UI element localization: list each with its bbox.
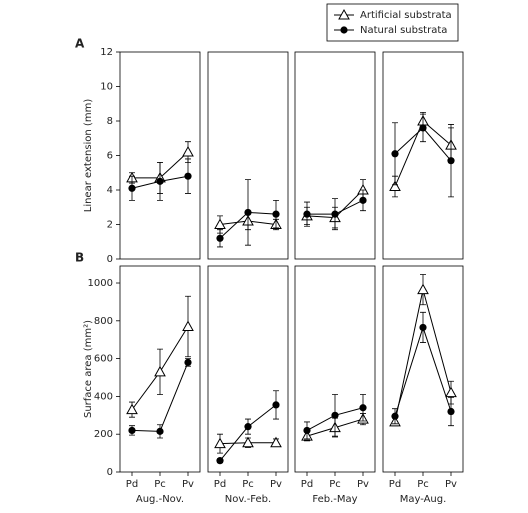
marker xyxy=(214,218,226,229)
y-axis-label: Surface area (mm²) xyxy=(83,320,94,418)
panel-label: A xyxy=(75,37,85,51)
marker xyxy=(303,426,311,435)
marker xyxy=(445,386,457,398)
marker xyxy=(419,124,427,132)
y-tick-label: 600 xyxy=(94,354,113,365)
x-axis-label: May-Aug. xyxy=(400,494,447,505)
y-tick-label: 4 xyxy=(107,185,113,196)
marker xyxy=(154,365,166,377)
y-tick-label: 800 xyxy=(94,316,113,327)
marker xyxy=(214,437,226,449)
marker xyxy=(391,150,399,158)
legend-marker xyxy=(340,26,348,34)
marker xyxy=(156,177,164,185)
legend-marker xyxy=(338,8,350,20)
x-tick-label: Pv xyxy=(270,479,282,490)
marker xyxy=(389,180,401,192)
y-tick-label: 12 xyxy=(100,47,113,58)
x-axis-label: Nov.-Feb. xyxy=(225,494,271,505)
x-tick-label: Pv xyxy=(445,479,457,490)
y-tick-label: 6 xyxy=(107,151,113,162)
x-tick-label: Pd xyxy=(214,479,226,490)
marker xyxy=(126,403,138,415)
panel-label: B xyxy=(75,251,84,265)
x-tick-label: Pd xyxy=(126,479,138,490)
marker xyxy=(359,404,367,412)
marker xyxy=(216,234,224,242)
marker xyxy=(331,411,339,419)
marker xyxy=(272,210,280,218)
y-tick-label: 10 xyxy=(100,82,113,93)
x-axis-label: Feb.-May xyxy=(312,494,357,505)
panel-frame xyxy=(207,51,289,260)
marker xyxy=(244,208,252,217)
legend-label: Natural substrata xyxy=(360,25,447,36)
x-tick-label: Pc xyxy=(417,479,429,490)
y-axis-label: Linear extension (mm) xyxy=(83,99,94,213)
marker xyxy=(303,210,311,218)
marker xyxy=(359,196,367,204)
x-tick-label: Pv xyxy=(357,479,369,490)
y-tick-label: 0 xyxy=(107,467,113,478)
x-tick-label: Pc xyxy=(329,479,341,490)
x-axis-label: Aug.-Nov. xyxy=(136,494,184,505)
marker xyxy=(391,412,399,420)
marker xyxy=(419,323,427,332)
marker xyxy=(182,320,194,331)
x-tick-label: Pc xyxy=(242,479,254,490)
marker xyxy=(447,407,455,416)
marker xyxy=(244,423,252,431)
y-tick-label: 200 xyxy=(94,429,113,440)
series-line xyxy=(394,289,452,423)
marker xyxy=(128,426,136,435)
marker xyxy=(128,184,136,192)
marker xyxy=(156,427,164,435)
marker xyxy=(270,436,282,448)
marker xyxy=(182,146,194,157)
marker xyxy=(447,157,455,165)
x-tick-label: Pd xyxy=(301,479,313,490)
legend-label: Artificial substrata xyxy=(360,10,452,21)
panel-frame xyxy=(382,51,464,260)
x-tick-label: Pd xyxy=(389,479,401,490)
legend-box xyxy=(326,3,459,42)
marker xyxy=(331,210,339,218)
y-tick-label: 8 xyxy=(107,116,113,127)
y-tick-label: 400 xyxy=(94,391,113,402)
x-tick-label: Pv xyxy=(182,479,194,490)
marker xyxy=(184,358,192,366)
marker xyxy=(272,401,280,409)
panel-frame xyxy=(294,51,376,260)
marker xyxy=(242,436,254,448)
marker xyxy=(216,457,224,465)
y-tick-label: 0 xyxy=(107,254,113,265)
marker xyxy=(417,283,429,295)
y-tick-label: 2 xyxy=(107,220,113,231)
marker xyxy=(184,172,192,180)
y-tick-label: 1000 xyxy=(88,278,113,289)
x-tick-label: Pc xyxy=(154,479,166,490)
